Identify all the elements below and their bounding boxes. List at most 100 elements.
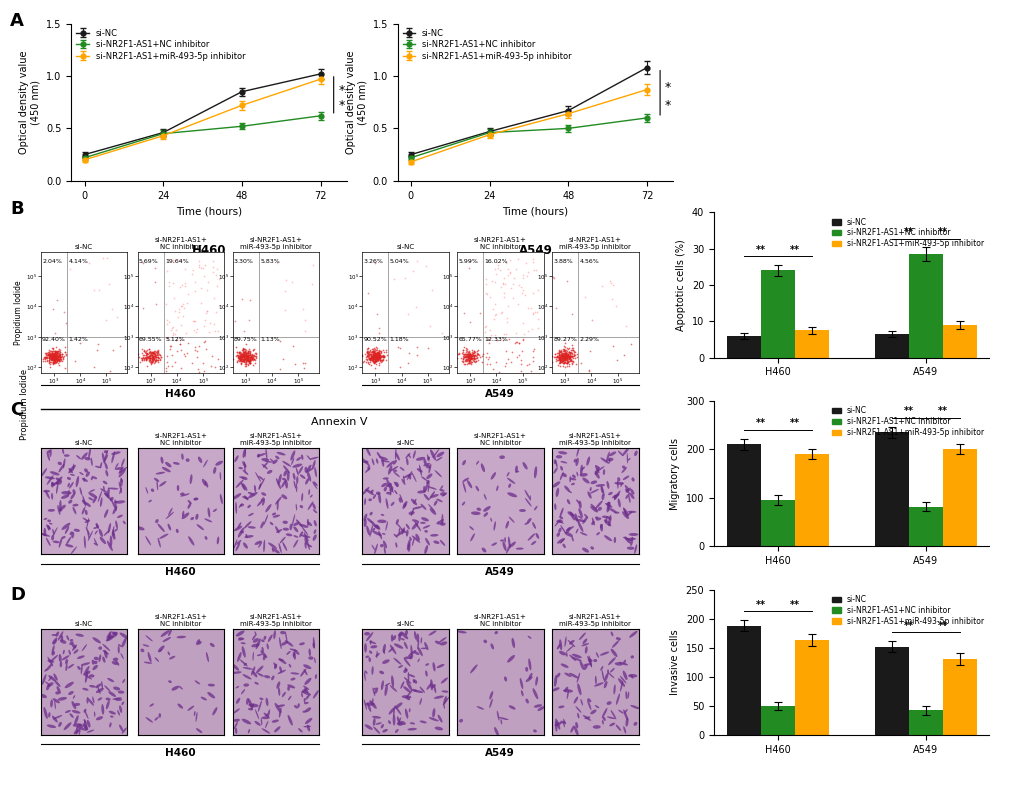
Point <box>362 351 378 364</box>
Point <box>580 365 596 377</box>
Point <box>368 341 384 354</box>
Ellipse shape <box>625 691 627 700</box>
Ellipse shape <box>158 645 164 652</box>
Point <box>239 354 256 367</box>
Point <box>48 348 64 361</box>
Ellipse shape <box>207 508 210 518</box>
Point <box>233 352 250 365</box>
Point <box>149 348 165 361</box>
Point <box>131 355 148 368</box>
Point <box>238 350 255 362</box>
Point <box>462 358 478 370</box>
Ellipse shape <box>276 478 281 489</box>
Point <box>52 348 68 361</box>
Point <box>559 350 576 362</box>
Point <box>461 262 477 274</box>
Point <box>159 350 175 362</box>
Point <box>552 354 569 367</box>
Ellipse shape <box>561 544 566 548</box>
Legend: si-NC, si-NR2F1-AS1+NC inhibitor, si-NR2F1-AS1+miR-493-5p inhibitor: si-NC, si-NR2F1-AS1+NC inhibitor, si-NR2… <box>73 25 249 64</box>
Point <box>163 324 179 336</box>
Point <box>39 347 55 359</box>
Point <box>366 349 382 362</box>
Ellipse shape <box>107 487 110 498</box>
Point <box>165 321 181 333</box>
Ellipse shape <box>516 548 523 549</box>
Ellipse shape <box>599 524 602 528</box>
Point <box>557 351 574 363</box>
Point <box>371 347 387 359</box>
Point <box>43 351 59 364</box>
Point <box>371 351 387 363</box>
Point <box>196 365 212 377</box>
Ellipse shape <box>248 699 253 708</box>
Ellipse shape <box>440 678 447 684</box>
Point <box>564 354 580 367</box>
Point <box>504 278 521 291</box>
Point <box>164 326 180 339</box>
Ellipse shape <box>433 685 436 693</box>
Point <box>385 273 401 285</box>
Point <box>46 355 62 368</box>
Point <box>465 352 481 365</box>
Ellipse shape <box>67 664 74 669</box>
Ellipse shape <box>397 665 403 668</box>
Point <box>42 356 58 369</box>
Point <box>148 354 164 367</box>
Point <box>365 356 381 369</box>
Ellipse shape <box>92 659 95 665</box>
Ellipse shape <box>113 686 120 690</box>
Ellipse shape <box>55 476 62 485</box>
Point <box>48 346 64 358</box>
Point <box>363 347 379 360</box>
Point <box>230 346 247 358</box>
Ellipse shape <box>433 541 439 544</box>
Point <box>465 351 481 364</box>
Ellipse shape <box>367 518 372 523</box>
Point <box>371 356 387 369</box>
Point <box>242 354 258 366</box>
Point <box>50 357 66 369</box>
Point <box>553 355 570 368</box>
Ellipse shape <box>310 494 313 498</box>
Point <box>369 341 385 354</box>
Point <box>551 346 568 358</box>
Title: si-NC: si-NC <box>396 440 414 446</box>
Point <box>50 350 66 362</box>
Point <box>176 350 193 362</box>
Point <box>562 343 579 356</box>
Ellipse shape <box>94 660 98 664</box>
Point <box>57 317 73 329</box>
Point <box>557 350 574 362</box>
Ellipse shape <box>247 505 251 509</box>
Point <box>367 350 383 362</box>
Point <box>553 349 570 362</box>
Point <box>225 353 242 365</box>
Point <box>369 352 385 365</box>
Ellipse shape <box>96 716 103 720</box>
Ellipse shape <box>93 476 97 479</box>
Point <box>561 354 578 367</box>
Point <box>558 351 575 364</box>
Ellipse shape <box>113 658 118 661</box>
Point <box>47 347 63 359</box>
Point <box>48 347 64 360</box>
Point <box>455 340 472 353</box>
Point <box>553 351 570 364</box>
Ellipse shape <box>112 526 114 534</box>
Ellipse shape <box>576 673 580 683</box>
Point <box>234 351 251 363</box>
Ellipse shape <box>261 729 270 733</box>
Ellipse shape <box>265 721 268 729</box>
Point <box>603 293 620 306</box>
Ellipse shape <box>53 674 58 681</box>
Ellipse shape <box>84 719 86 723</box>
Point <box>172 334 189 347</box>
Point <box>561 349 578 362</box>
Point <box>524 252 540 265</box>
Point <box>553 350 570 362</box>
Ellipse shape <box>424 483 428 492</box>
Point <box>565 352 581 365</box>
Ellipse shape <box>393 472 399 477</box>
Ellipse shape <box>122 679 125 683</box>
